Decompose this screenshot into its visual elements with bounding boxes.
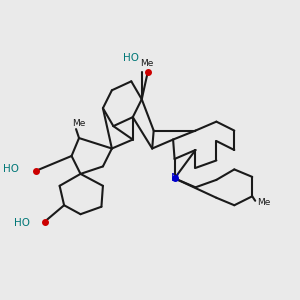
Text: HO: HO (14, 218, 30, 228)
Text: Me: Me (140, 59, 154, 68)
Text: N: N (170, 173, 179, 183)
Text: Me: Me (257, 198, 270, 207)
Text: Me: Me (72, 118, 86, 127)
Text: HO: HO (123, 53, 139, 63)
Text: HO: HO (3, 164, 19, 174)
